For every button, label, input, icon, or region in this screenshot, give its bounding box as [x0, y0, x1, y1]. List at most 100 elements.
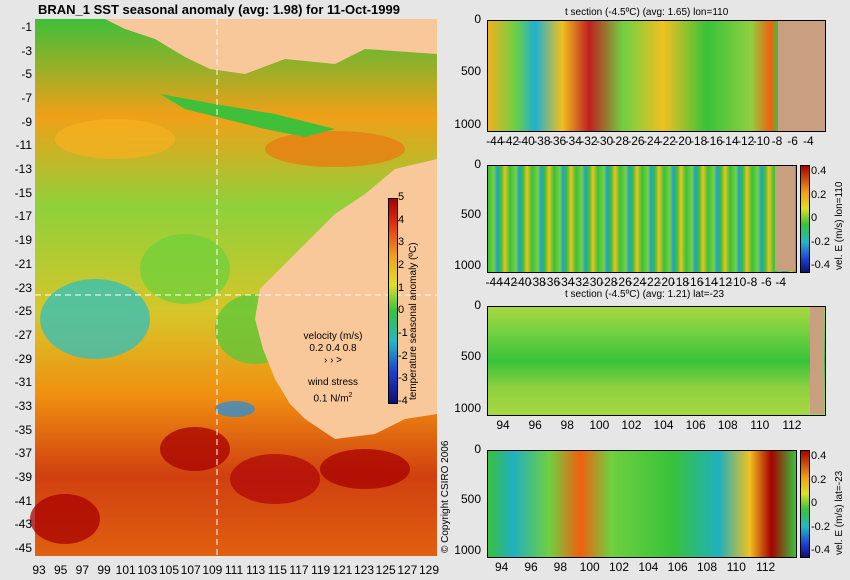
- map-colorbar-tick: 2: [398, 259, 405, 271]
- map-svg: [30, 19, 437, 556]
- section-xtick-label: 94: [494, 560, 509, 574]
- map-colorbar-tick: -1: [398, 327, 408, 339]
- map-xtick-label: 107: [180, 563, 201, 577]
- map-ytick-label: -21: [14, 256, 32, 271]
- land-indonesia: [105, 19, 437, 74]
- section-xtick-label: 100: [589, 418, 610, 432]
- section-xtick-label: 110: [750, 418, 770, 432]
- map-colorbar-tick: 4: [398, 213, 405, 226]
- map-ytick-label: -35: [14, 422, 32, 437]
- velocity-legend-values: 0.2 0.4 0.8: [309, 343, 357, 354]
- map-ytick-label: -41: [14, 493, 32, 508]
- section-xtick-label: -20: [657, 275, 675, 289]
- section-xtick-label: 106: [685, 418, 706, 432]
- wind-legend-value: 0.1 N/m2: [293, 392, 373, 404]
- section-colorbar-tick: 0.2: [811, 188, 827, 201]
- section-colorbar-tick: -0.2: [811, 520, 830, 533]
- map-ytick-label: -5: [21, 67, 32, 82]
- section-xtick-label: 98: [553, 560, 567, 574]
- section-xtick-label: 108: [717, 418, 738, 432]
- section-xtick-label: -44: [485, 275, 503, 289]
- section1-plot[interactable]: [487, 20, 826, 132]
- section-xtick-label: -4: [802, 134, 814, 148]
- section2-colorbar: [800, 165, 810, 273]
- section-xtick-label: -26: [627, 134, 645, 148]
- section-xtick-label: 94: [496, 418, 510, 432]
- section4-colorbar: [800, 450, 810, 558]
- velocity-legend-title: velocity (m/s): [303, 331, 363, 342]
- section-xtick-label: -38: [533, 134, 551, 148]
- section-xtick-label: -12: [714, 275, 733, 289]
- section-xtick-label: 104: [653, 418, 674, 432]
- map-colorbar-tick: 5: [398, 191, 405, 203]
- section-ytick-label: 1000: [454, 116, 481, 131]
- section-colorbar-tick: -0.4: [811, 259, 830, 271]
- section4-plot[interactable]: [487, 450, 797, 558]
- velocity-legend-arrows: › › >: [323, 355, 343, 366]
- map-xtick-label: 125: [375, 563, 396, 577]
- map-colorbar-tick: 3: [398, 236, 405, 249]
- wind-legend-title: wind stress: [307, 377, 358, 388]
- section-xtick-label: -16: [705, 134, 723, 148]
- section2-plot[interactable]: [487, 165, 797, 273]
- section-xtick-label: 110: [726, 560, 746, 574]
- section-xtick-label: 104: [638, 560, 659, 574]
- wind-legend-value-text: 0.1 N/m: [313, 393, 349, 405]
- section-xtick-label: -26: [614, 275, 632, 289]
- section-ytick-label: 0: [474, 442, 481, 456]
- map-xtick-label: 121: [332, 563, 353, 577]
- section-xtick-label: -24: [642, 134, 661, 148]
- map-ytick-label: -7: [21, 91, 32, 106]
- map-title: BRAN_1 SST seasonal anomaly (avg: 1.98) …: [38, 2, 400, 17]
- section-ytick-label: 500: [460, 492, 481, 507]
- section-colorbar-tick: 0.4: [811, 165, 827, 177]
- map-ytick-label: -25: [14, 304, 32, 319]
- section-ytick-label: 0: [474, 12, 481, 26]
- section-xtick-label: -12: [736, 134, 755, 148]
- anomaly-patches: [30, 119, 410, 544]
- map-colorbar-tick: 0: [398, 304, 405, 317]
- map-xtick-label: 93: [32, 563, 46, 577]
- section-xtick-label: -44: [486, 134, 504, 148]
- map-xtick-label: 113: [246, 563, 266, 577]
- section-xtick-label: -22: [658, 134, 676, 148]
- land-java: [160, 94, 335, 137]
- section-ytick-label: 500: [460, 349, 481, 364]
- map-ytick-label: -45: [14, 541, 32, 555]
- section-xtick-label: -30: [595, 134, 614, 148]
- section3-land: [810, 307, 824, 414]
- section-ytick-label: 0: [474, 298, 481, 312]
- map-ytick-label: -43: [14, 517, 32, 532]
- map-ytick-label: -37: [14, 446, 32, 461]
- section-colorbar-tick: -0.4: [811, 544, 830, 556]
- section-xtick-label: -42: [501, 134, 520, 148]
- map-xtick-label: 127: [397, 563, 418, 577]
- section-xtick-label: -38: [528, 275, 546, 289]
- map-ytick-label: -29: [14, 351, 32, 366]
- section-xtick-label: -32: [571, 275, 589, 289]
- section-ytick-label: 0: [474, 157, 481, 171]
- map-panel[interactable]: velocity (m/s) 0.2 0.4 0.8 › › > wind st…: [30, 19, 437, 556]
- section-xtick-label: -4: [775, 275, 786, 289]
- section-xtick-label: -18: [689, 134, 708, 148]
- map-ytick-label: -13: [14, 162, 32, 177]
- map-xtick-label: 103: [137, 563, 158, 577]
- section-colorbar-tick: 0.2: [811, 473, 827, 486]
- section2-land: [775, 166, 795, 271]
- section-xtick-label: -10: [752, 134, 770, 148]
- section-ytick-label: 1000: [454, 400, 481, 415]
- map-colorbar: [388, 198, 398, 404]
- copyright-text: © Copyright CSIRO 2006: [440, 440, 451, 553]
- map-xtick-label: 95: [53, 563, 68, 577]
- map-ytick-label: -23: [14, 280, 32, 295]
- section1-title: t section (-4.5ºC) (avg: 1.65) lon=110: [565, 7, 729, 18]
- map-colorbar-tick: 1: [398, 281, 405, 294]
- section-xtick-label: 102: [608, 560, 630, 574]
- map-colorbar-tick: -3: [398, 372, 408, 385]
- map-colorbar-label: temperature seasonal anomaly (ºC): [408, 242, 419, 400]
- wind-legend-unit-exp: 2: [348, 392, 353, 399]
- map-xtick-label: 97: [75, 563, 89, 577]
- map-ytick-label: -31: [14, 375, 32, 390]
- section-xtick-label: 112: [756, 560, 776, 574]
- section3-plot[interactable]: [487, 306, 826, 416]
